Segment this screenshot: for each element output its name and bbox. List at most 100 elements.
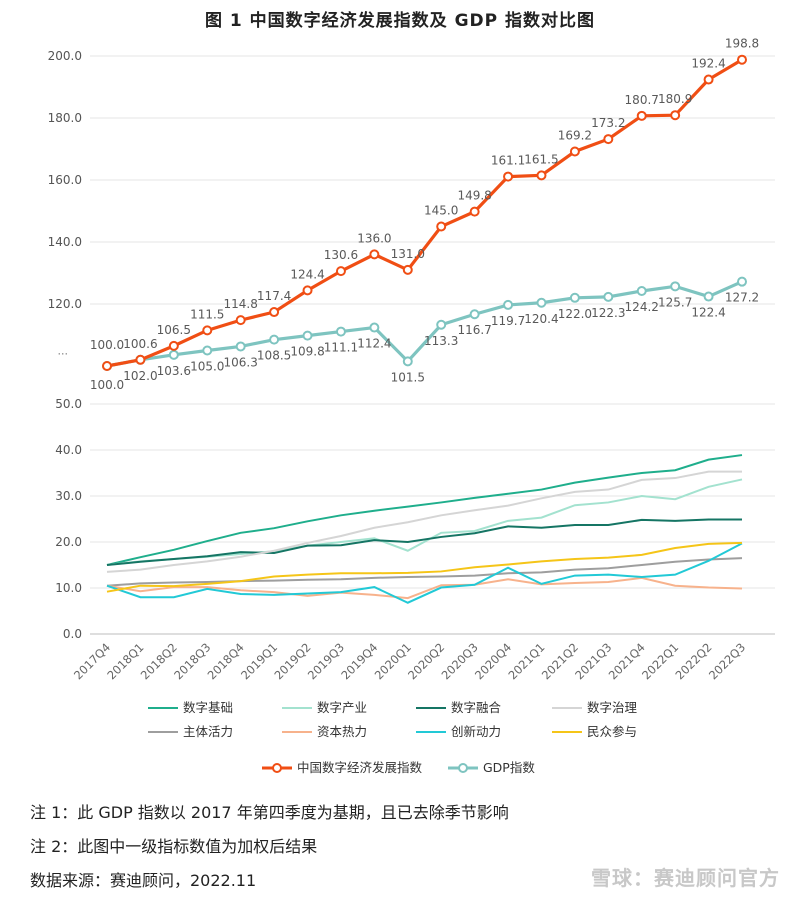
data-label: 111.5 (190, 307, 224, 321)
series-line (106, 280, 743, 368)
data-point (569, 146, 580, 157)
data-point (670, 281, 681, 292)
data-label: 106.3 (224, 355, 258, 369)
data-label: 100.0 (90, 378, 124, 392)
data-label: 100.6 (123, 337, 157, 351)
data-point (436, 221, 447, 232)
series-line (106, 470, 742, 573)
data-point (503, 299, 514, 310)
lower-tick-label: 50.0 (55, 397, 82, 411)
lower-tick-label: 0.0 (63, 627, 82, 641)
data-source: 数据来源：赛迪顾问，2022.11 (30, 871, 257, 890)
note-2: 注 2：此图中一级指标数值为加权后结果 (30, 837, 318, 856)
data-label: 198.8 (725, 37, 759, 51)
series-line (106, 542, 743, 604)
data-label: 106.5 (157, 323, 191, 337)
data-label: 105.0 (190, 360, 224, 374)
legend-marker (272, 763, 282, 773)
data-point (703, 291, 714, 302)
data-point (135, 354, 146, 365)
data-label: 103.6 (157, 364, 191, 378)
legend-label: 数字融合 (451, 700, 502, 715)
data-point (469, 206, 480, 217)
upper-tick-label: 200.0 (48, 49, 82, 63)
data-point (302, 330, 313, 341)
data-point (302, 285, 313, 296)
legend-label: GDP指数 (483, 760, 535, 775)
data-label: 117.4 (257, 289, 291, 303)
data-label: 149.8 (457, 189, 491, 203)
note-1: 注 1：此 GDP 指数以 2017 年第四季度为基期，且已去除季节影响 (30, 803, 509, 822)
watermark: 雪球：赛迪顾问官方 (591, 866, 780, 890)
legend-label: 中国数字经济发展指数 (297, 760, 423, 775)
data-label: 119.7 (491, 314, 525, 328)
data-point (636, 110, 647, 121)
data-point (369, 322, 380, 333)
data-label: 180.9 (658, 92, 692, 106)
data-point (737, 276, 747, 287)
data-point (335, 326, 346, 337)
data-label: 111.1 (324, 341, 358, 355)
data-label: 136.0 (357, 231, 391, 245)
legend-label: 资本热力 (317, 724, 367, 739)
lower-tick-label: 20.0 (55, 535, 82, 549)
series-line (106, 541, 743, 593)
data-point (536, 297, 547, 308)
data-label: 101.5 (391, 370, 425, 384)
chart-canvas: 120.0 140.0 160.0 180.0 200.0... 0.0 10.0 20.0 3… (48, 37, 775, 775)
upper-tick-label: 140.0 (48, 235, 82, 249)
data-label: 120.4 (524, 312, 558, 326)
data-point (536, 170, 547, 181)
data-label: 112.4 (357, 337, 391, 351)
data-label: 124.4 (290, 267, 324, 281)
data-point (636, 285, 647, 296)
series-line (106, 478, 743, 566)
data-label: 192.4 (691, 57, 725, 71)
series-line (106, 518, 742, 566)
data-point (168, 349, 179, 360)
data-label: 124.2 (625, 300, 659, 314)
axis-break-label: ... (58, 345, 69, 358)
data-point (737, 54, 747, 65)
legend-label: 数字基础 (183, 700, 233, 715)
data-label: 122.0 (558, 307, 592, 321)
series-line (106, 58, 743, 368)
notes: 注 1：此 GDP 指数以 2017 年第四季度为基期，且已去除季节影响 注 2… (30, 796, 509, 898)
legend-label: 创新动力 (451, 724, 501, 739)
data-point (168, 340, 179, 351)
data-label: 122.3 (591, 306, 625, 320)
data-point (202, 325, 213, 336)
data-label: 108.5 (257, 349, 291, 363)
data-point (703, 74, 714, 85)
series-line (106, 454, 743, 566)
data-label: 130.6 (324, 248, 358, 262)
data-label: 116.7 (457, 323, 491, 337)
data-label: 180.7 (625, 93, 659, 107)
data-point (603, 291, 614, 302)
data-point (402, 264, 413, 275)
legend-label: 数字产业 (317, 700, 367, 715)
lower-tick-label: 10.0 (55, 581, 82, 595)
legend-label: 民众参与 (587, 724, 637, 739)
data-point (436, 319, 447, 330)
data-point (402, 356, 413, 367)
data-point (269, 307, 280, 318)
lower-tick-label: 40.0 (55, 443, 82, 457)
data-point (235, 341, 246, 352)
data-point (202, 345, 213, 356)
data-label: 125.7 (658, 295, 692, 309)
data-point (603, 134, 614, 145)
upper-tick-label: 180.0 (48, 111, 82, 125)
data-label: 161.1 (491, 154, 525, 168)
data-label: 169.2 (558, 128, 592, 142)
legend-marker (458, 763, 468, 773)
data-label: 109.8 (290, 345, 324, 359)
series-line (106, 557, 743, 587)
data-point (235, 315, 246, 326)
series-line (106, 576, 743, 600)
data-label: 161.5 (524, 152, 558, 166)
data-point (269, 334, 280, 345)
data-point (503, 171, 514, 182)
data-point (569, 292, 580, 303)
data-label: 100.0 (90, 338, 124, 352)
